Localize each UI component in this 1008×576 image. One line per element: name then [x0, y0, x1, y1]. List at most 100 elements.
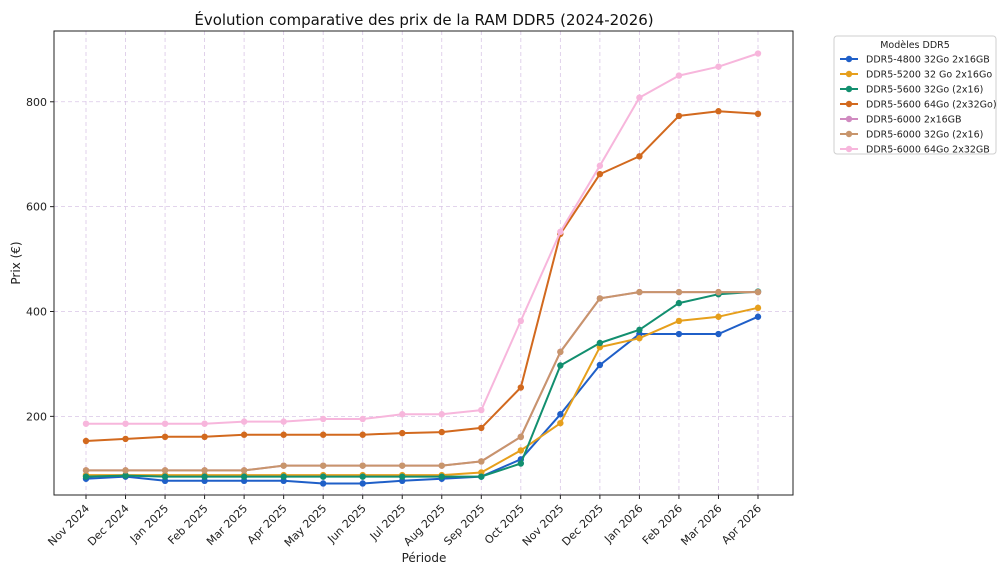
legend-label: DDR5-4800 32Go 2x16GB — [866, 55, 990, 66]
legend-swatch-marker — [845, 70, 853, 78]
data-point — [675, 72, 683, 79]
data-point — [438, 428, 445, 436]
data-point — [754, 288, 762, 296]
data-point — [359, 473, 366, 480]
data-point — [399, 411, 406, 418]
series — [82, 304, 762, 479]
data-point — [715, 108, 722, 115]
data-point — [82, 473, 90, 480]
data-point — [240, 473, 248, 480]
series-line — [86, 306, 759, 477]
legend-label: DDR5-6000 64Go 2x32GB — [866, 145, 990, 156]
x-tick-label: Nov 2025 — [520, 502, 567, 549]
grid — [54, 31, 793, 495]
x-tick-label: Apr 2026 — [719, 502, 764, 547]
data-point — [438, 411, 445, 418]
data-point — [557, 348, 564, 356]
series — [82, 108, 762, 445]
data-point — [122, 420, 129, 427]
data-point — [675, 288, 683, 296]
legend-label: DDR5-5600 32Go (2x16) — [866, 85, 983, 96]
data-point — [319, 473, 327, 480]
x-tick-label: Jan 2025 — [127, 502, 171, 546]
y-axis-title: Prix (€) — [9, 241, 23, 284]
data-point — [240, 431, 248, 438]
legend-swatch-marker — [845, 115, 853, 123]
x-tick-label: Jan 2026 — [601, 502, 645, 546]
series-line — [86, 52, 759, 425]
data-point — [754, 50, 762, 57]
x-tick-label: Jun 2025 — [325, 502, 369, 546]
legend-label: DDR5-5200 32 Go 2x16Go — [866, 70, 992, 81]
x-tick-label: Feb 2026 — [640, 502, 685, 547]
legend-item: DDR5-6000 32Go (2x16) — [840, 130, 983, 141]
data-point — [557, 362, 564, 369]
legend-item: DDR5-4800 32Go 2x16GB — [840, 55, 990, 66]
data-point — [161, 420, 169, 427]
data-point — [715, 288, 722, 296]
data-point — [596, 295, 604, 302]
legend-swatch-marker — [845, 55, 853, 63]
data-point — [319, 462, 327, 469]
series-line — [86, 291, 758, 472]
data-point — [478, 424, 485, 432]
legend-swatch-marker — [845, 85, 853, 93]
data-point — [636, 153, 643, 160]
data-point — [201, 467, 208, 474]
data-point — [596, 162, 604, 169]
legend-swatch-marker — [845, 100, 853, 108]
data-point — [478, 473, 485, 480]
data-point — [399, 429, 406, 437]
data-point — [201, 420, 208, 427]
data-point — [280, 418, 287, 425]
data-point — [201, 433, 208, 441]
data-point — [715, 63, 722, 70]
data-point — [359, 431, 366, 438]
data-point — [240, 467, 248, 474]
legend-item: DDR5-5600 64Go (2x32Go) — [840, 100, 997, 111]
x-tick-label: May 2025 — [282, 502, 330, 550]
data-point — [754, 304, 762, 312]
legend: Modèles DDR5 DDR5-4800 32Go 2x16GB DDR5-5… — [833, 35, 997, 156]
legend-item: DDR5-6000 64Go 2x32GB — [840, 145, 990, 156]
data-point — [122, 467, 129, 474]
data-point — [82, 467, 90, 474]
legend-box — [833, 35, 997, 155]
series-line — [85, 315, 759, 485]
series — [82, 288, 762, 480]
y-tick-label: 800 — [26, 96, 47, 109]
plot-frame — [53, 30, 794, 496]
y-axis-ticks: 200 400 600 800 — [26, 96, 54, 423]
data-point — [557, 228, 564, 236]
data-point — [359, 480, 366, 487]
data-point — [636, 288, 643, 296]
data-point — [319, 431, 327, 438]
data-point — [675, 330, 683, 338]
data-point — [122, 472, 129, 479]
data-point — [517, 447, 525, 454]
data-point — [715, 313, 722, 320]
data-point — [517, 460, 525, 467]
data-point — [517, 433, 525, 441]
data-point — [557, 419, 564, 427]
legend-item: DDR5-5600 32Go (2x16) — [840, 85, 983, 96]
data-point — [596, 170, 604, 178]
data-point — [517, 384, 525, 391]
y-tick-label: 600 — [26, 201, 47, 214]
data-point — [478, 406, 485, 414]
series-line — [85, 110, 759, 442]
data-point — [754, 313, 762, 320]
data-point — [161, 473, 169, 480]
legend-label: DDR5-5600 64Go (2x32Go) — [866, 100, 997, 111]
x-tick-label: Dec 2025 — [559, 502, 606, 549]
data-point — [438, 473, 445, 480]
legend-swatch-marker — [845, 130, 853, 138]
data-point — [636, 326, 643, 334]
data-point — [596, 361, 604, 369]
data-point — [280, 431, 287, 438]
data-point — [82, 420, 90, 427]
data-point — [715, 330, 722, 338]
data-point — [280, 473, 287, 480]
legend-swatch-marker — [845, 145, 853, 153]
